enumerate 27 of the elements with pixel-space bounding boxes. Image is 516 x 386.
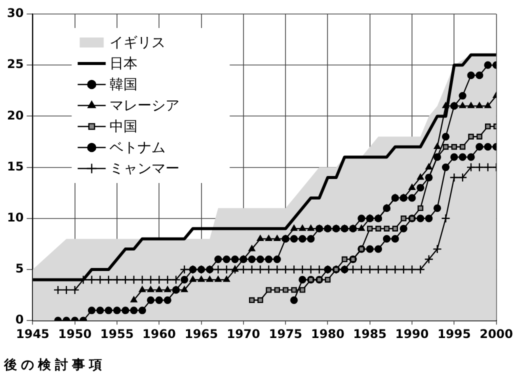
x-tick-label: 1995 — [437, 326, 471, 341]
x-tick-label: 1950 — [58, 326, 92, 341]
y-tick-label: 5 — [15, 262, 24, 276]
x-tick-label: 2000 — [480, 326, 514, 341]
y-tick-label: 0 — [15, 312, 24, 327]
legend-label: 日本 — [110, 56, 138, 72]
x-tick-label: 1975 — [268, 326, 302, 341]
legend-label: ミャンマー — [110, 161, 180, 178]
y-tick-label: 20 — [6, 108, 24, 122]
y-tick-label: 25 — [6, 57, 24, 72]
legend-label: 中国 — [110, 119, 138, 136]
x-tick-label: 1980 — [311, 326, 344, 341]
x-tick-label: 1970 — [226, 326, 260, 341]
y-tick-label: 10 — [6, 210, 24, 225]
x-tick-label: 1960 — [142, 326, 176, 341]
text: 後の検討事項 — [4, 357, 106, 374]
x-tick-label: 1985 — [353, 326, 387, 341]
x-tick-label: 1990 — [395, 326, 429, 341]
legend-label: マレーシア — [110, 98, 180, 114]
legend-label: 韓国 — [110, 77, 138, 94]
y-tick-label: 15 — [6, 159, 24, 174]
x-tick-label: 1955 — [100, 326, 134, 341]
x-tick-label: 1965 — [184, 326, 218, 341]
legend-label: イギリス — [110, 35, 166, 52]
legend-label: ベトナム — [110, 140, 166, 156]
y-tick-label: 30 — [6, 6, 24, 20]
x-tick-label: 1945 — [16, 326, 50, 341]
